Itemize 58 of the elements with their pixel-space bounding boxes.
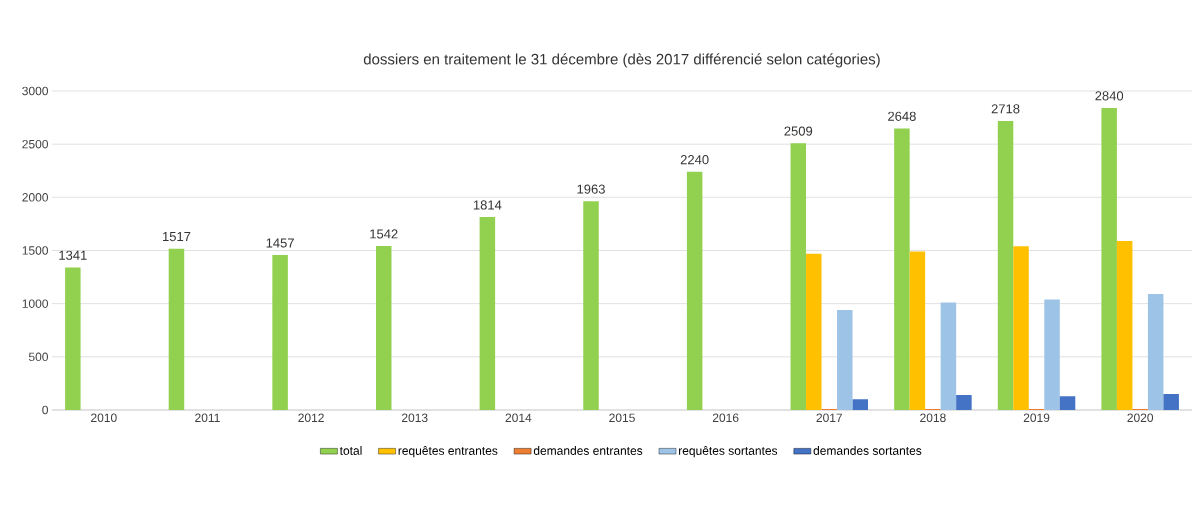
y-tick-label: 2000 (22, 193, 49, 202)
legend-label: total (339, 446, 362, 455)
bar (790, 143, 807, 410)
bar (686, 171, 703, 410)
data-label: 2509 (784, 126, 813, 136)
x-tick-label: 2012 (298, 413, 324, 423)
bar (1013, 246, 1029, 410)
x-tick-label: 2018 (920, 413, 946, 423)
data-label: 2240 (680, 155, 709, 165)
bar (1101, 108, 1117, 410)
bar (168, 248, 185, 410)
bar (272, 255, 288, 410)
bar (375, 246, 392, 410)
data-label: 1517 (162, 232, 191, 242)
data-label: 2840 (1095, 91, 1124, 101)
x-tick-label: 2014 (505, 413, 532, 423)
bar (956, 395, 972, 410)
bar (65, 267, 81, 410)
x-tick-label: 2015 (609, 413, 635, 423)
data-label: 1457 (266, 238, 294, 248)
bar (583, 201, 599, 410)
data-label: 1814 (473, 200, 502, 210)
x-tick-label: 2016 (712, 413, 739, 423)
bar (894, 128, 910, 410)
x-tick-label: 2020 (1127, 413, 1154, 423)
data-label: 1963 (577, 184, 605, 194)
data-label: 2718 (991, 104, 1020, 114)
legend-label: requêtes sortantes (679, 446, 778, 458)
bar (479, 217, 496, 410)
data-label: 2648 (888, 111, 916, 121)
x-tick-label: 2010 (91, 413, 117, 423)
x-tick-label: 2017 (816, 413, 843, 423)
data-label: 1341 (59, 250, 87, 260)
y-tick-label: 1000 (22, 299, 49, 308)
y-tick-label: 3000 (22, 86, 49, 96)
y-tick-label: 2500 (22, 139, 49, 149)
y-tick-label: 0 (42, 405, 49, 415)
data-label: 1542 (370, 229, 398, 239)
bar (1163, 394, 1179, 410)
legend-label: requêtes entrantes (398, 446, 498, 458)
bar (837, 310, 853, 410)
bar (909, 251, 926, 410)
y-tick-label: 500 (28, 352, 49, 362)
chart-title: dossiers en traitement le 31 décembre (dès 2017 différencié selon catégories) (363, 53, 880, 68)
bar (940, 302, 957, 410)
bar (852, 399, 869, 410)
x-tick-label: 2013 (401, 413, 428, 423)
x-tick-label: 2011 (195, 413, 220, 423)
bar (806, 253, 822, 410)
bar (1059, 396, 1076, 410)
y-tick-label: 1500 (22, 246, 49, 255)
bar (1116, 240, 1133, 410)
x-tick-label: 2019 (1023, 413, 1050, 423)
legend-label: demandes entrantes (533, 446, 643, 455)
bar (997, 120, 1014, 410)
bar (1044, 299, 1060, 410)
legend-label: demandes sortantes (813, 446, 922, 455)
bar (1147, 294, 1164, 410)
